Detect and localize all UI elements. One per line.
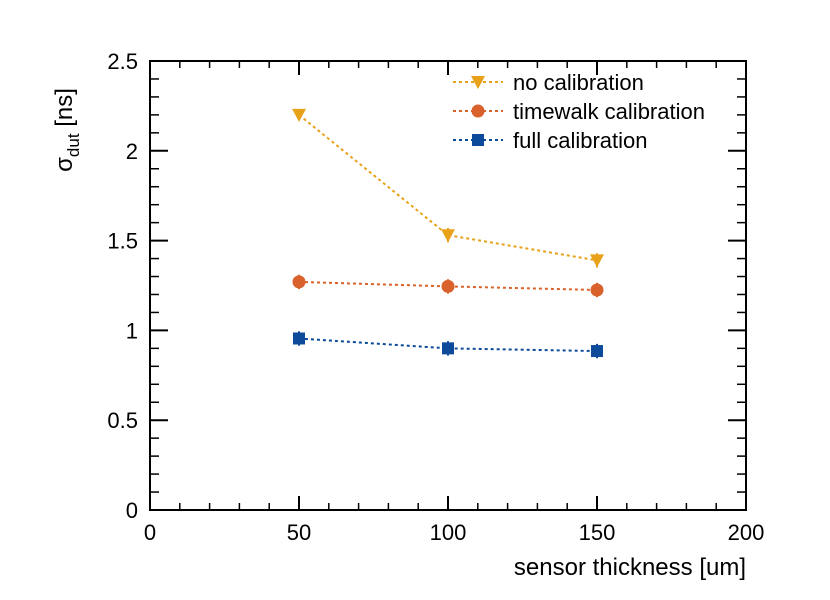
- data-point: [292, 108, 306, 122]
- plot-frame: [149, 60, 747, 511]
- legend: no calibration timewalk calibration full c…: [453, 70, 705, 153]
- legend-marker: [472, 134, 484, 146]
- series-line: [298, 280, 598, 291]
- y-tick-label: 1.5: [107, 229, 138, 254]
- data-point: [591, 345, 603, 358]
- y-tick-label: 2.5: [107, 49, 138, 74]
- legend-label: full calibration: [513, 128, 648, 153]
- data-point: [292, 275, 306, 289]
- x-tick-label: 150: [579, 520, 616, 545]
- x-tick-label: 50: [287, 520, 311, 545]
- data-point: [293, 332, 305, 345]
- y-axis-subscript: dut: [64, 133, 83, 157]
- y-tick-label: 1: [126, 318, 138, 343]
- y-axis-title: σdut [ns]: [51, 88, 83, 172]
- x-tick-label: 0: [144, 520, 156, 545]
- x-tick-label: 100: [430, 520, 467, 545]
- legend-entry: timewalk calibration: [453, 99, 705, 124]
- data-point: [590, 283, 604, 297]
- ticks-layer: [149, 60, 747, 511]
- data-point: [441, 229, 455, 243]
- legend-marker: [471, 76, 485, 89]
- series-0: [292, 108, 604, 268]
- y-axis-symbol: σ: [51, 157, 78, 172]
- data-point: [590, 254, 604, 268]
- legend-label: no calibration: [513, 70, 644, 95]
- series-2: [293, 331, 603, 359]
- tick-labels-layer: 0 50 100 150 200 0 0.5 1 1.5 2 2.5: [107, 49, 764, 545]
- y-axis-space: [51, 127, 78, 134]
- x-tick-label: 200: [728, 520, 765, 545]
- legend-entry: no calibration: [453, 70, 644, 95]
- legend-entry: full calibration: [453, 128, 648, 153]
- y-axis-unit: [ns]: [51, 88, 78, 127]
- series-layer: [292, 108, 604, 359]
- series-line: [298, 337, 598, 353]
- data-point: [442, 342, 454, 355]
- y-tick-label: 0: [126, 498, 138, 523]
- series-1: [292, 274, 604, 298]
- x-axis-title: sensor thickness [um]: [514, 554, 746, 581]
- y-tick-label: 2: [126, 139, 138, 164]
- y-tick-label: 0.5: [107, 408, 138, 433]
- data-point: [441, 279, 455, 293]
- legend-marker: [471, 104, 485, 118]
- legend-label: timewalk calibration: [513, 99, 705, 124]
